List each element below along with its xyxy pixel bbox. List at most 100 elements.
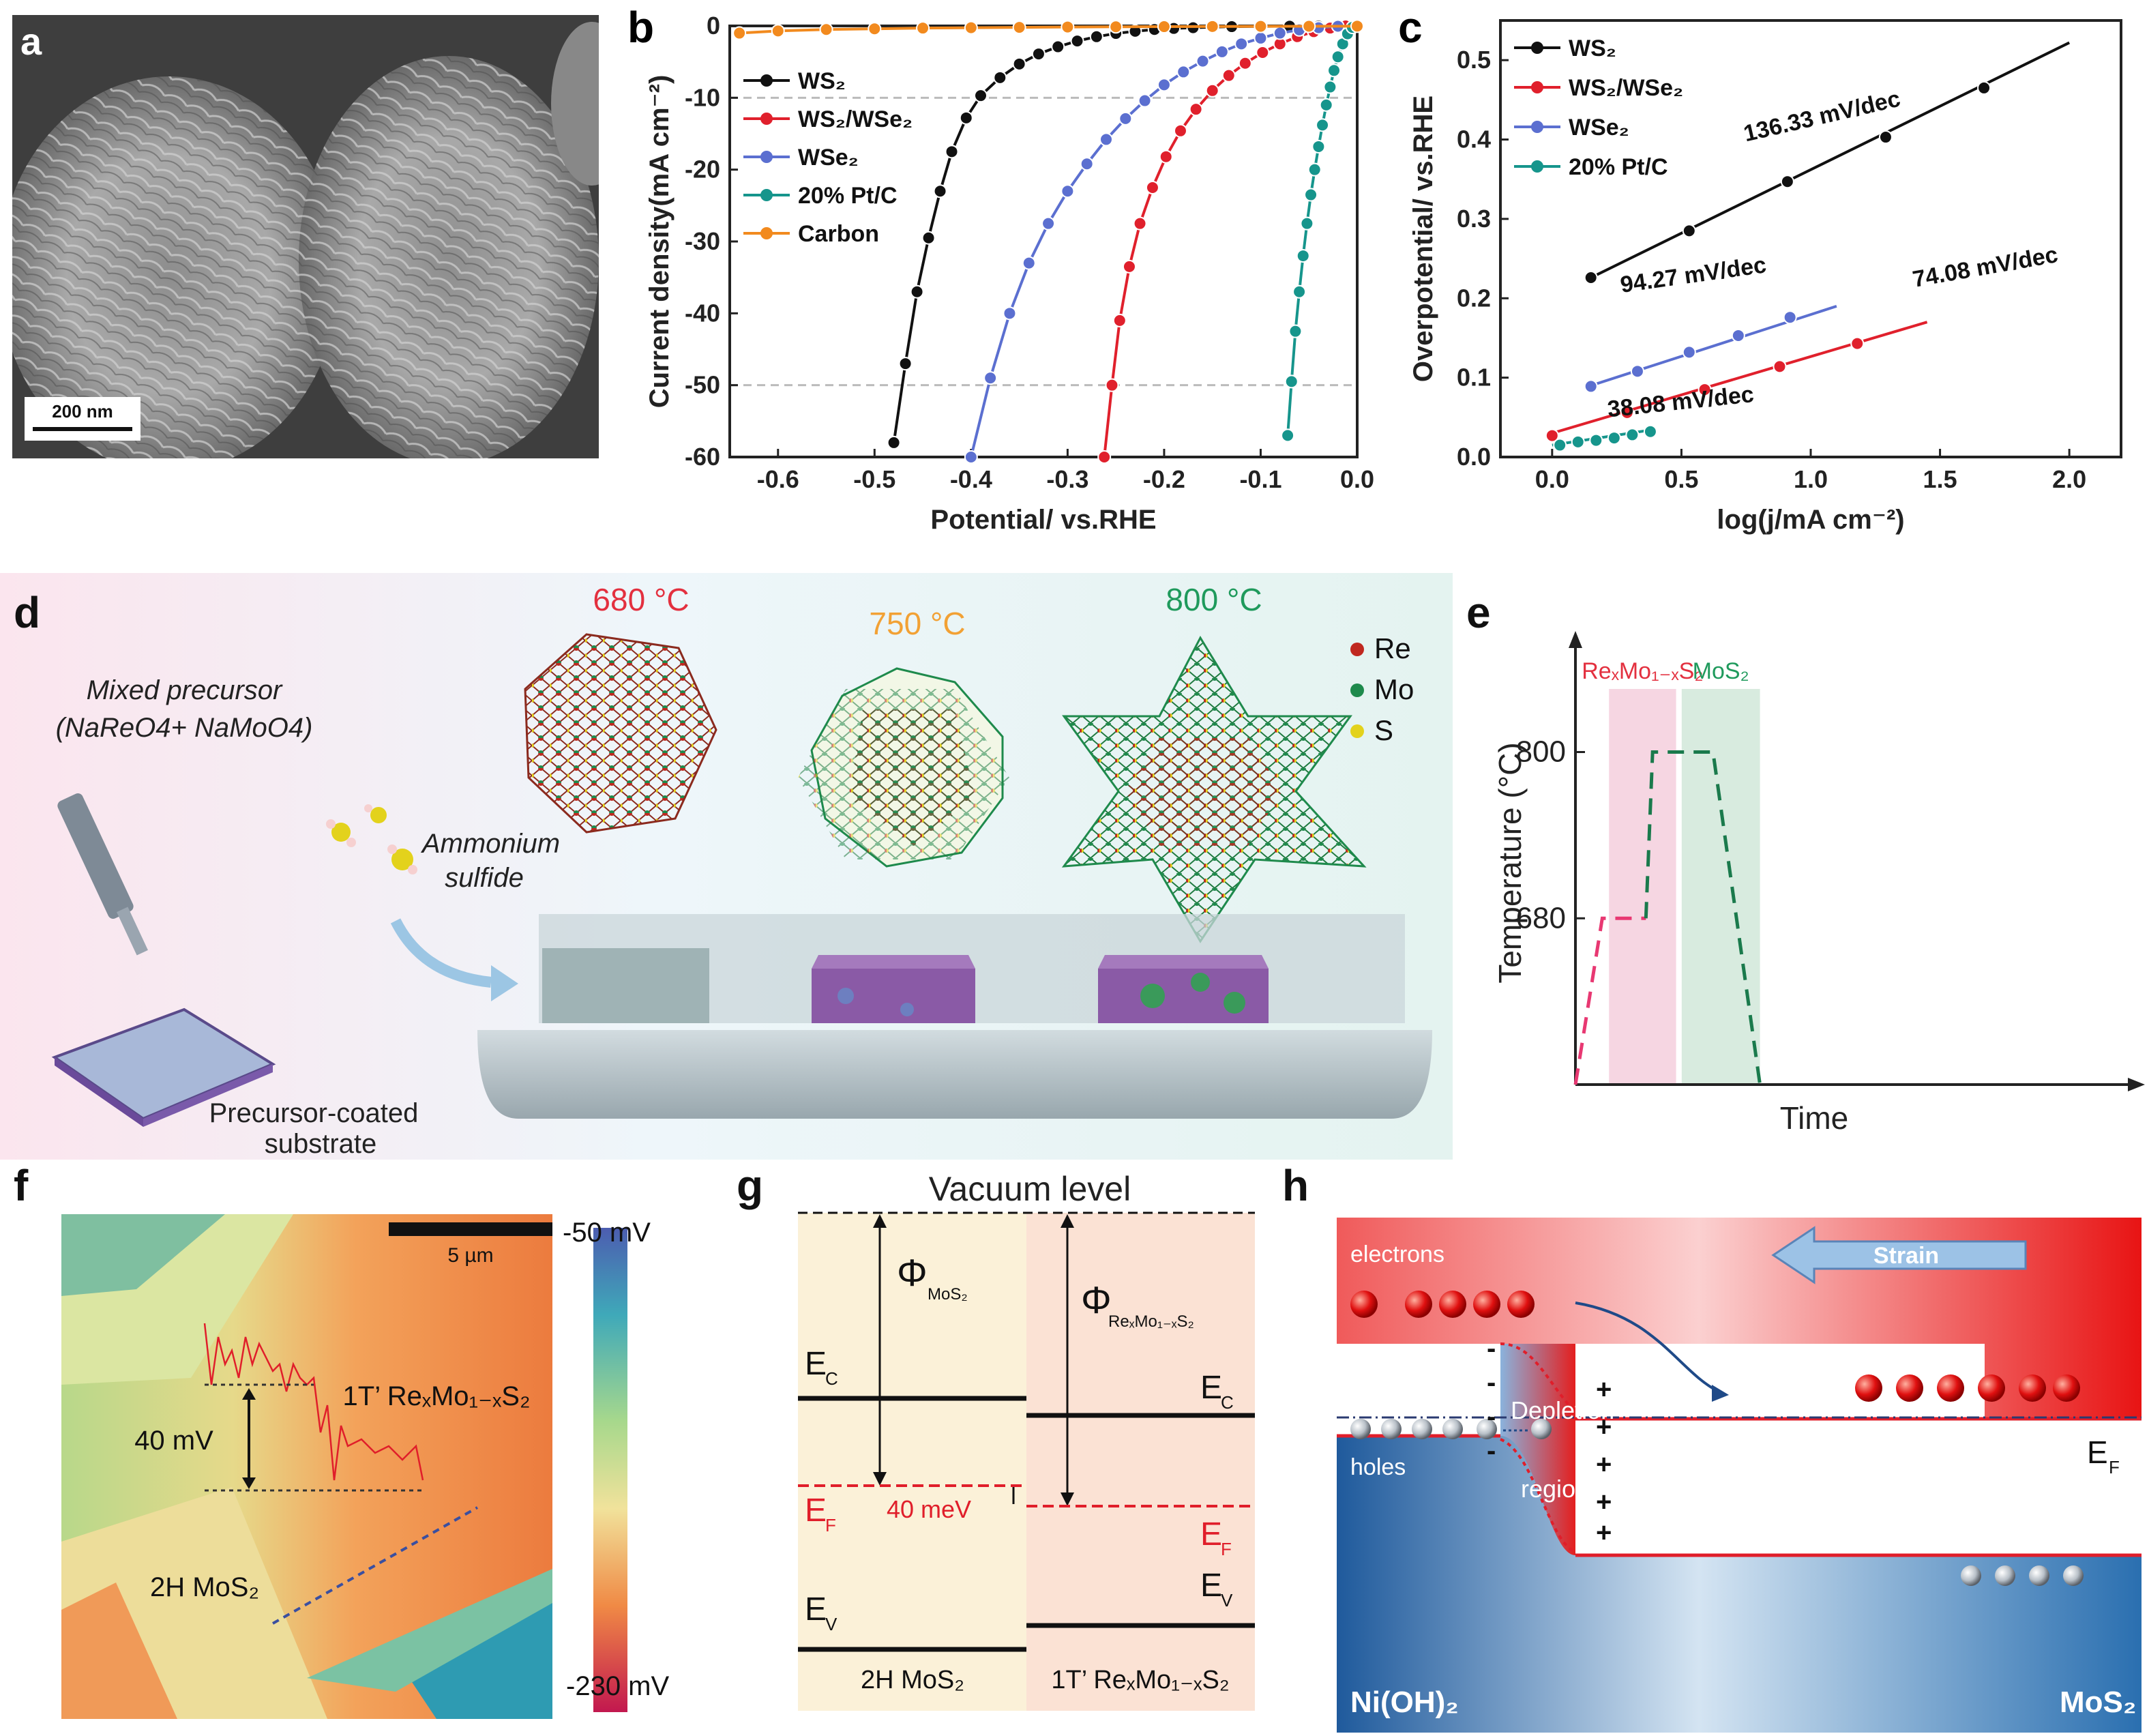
phase-band-0: [1609, 689, 1676, 1085]
ef-h-sub: F: [2109, 1457, 2120, 1477]
point-b-3-7: [1307, 162, 1322, 177]
legend-label-c-1: WS₂/WSe₂: [1569, 75, 1683, 101]
step-label: 40 mV: [134, 1426, 213, 1456]
temp-750: 750 °C: [869, 606, 965, 641]
point-b-2-4: [1041, 216, 1056, 231]
legend-label-b-1: WS₂/WSe₂: [798, 106, 913, 132]
point-b-3-12: [1327, 63, 1342, 78]
point-b-2-15: [1254, 31, 1268, 45]
scale-bar-a: [33, 427, 132, 431]
legend-label-c-2: WSe₂: [1569, 115, 1629, 141]
xtick-label-c-4: 2.0: [2052, 465, 2086, 493]
legend-dot-b-0: [760, 74, 773, 87]
ec-right-label: E: [1200, 1370, 1222, 1406]
legend-dot-b-2: [760, 151, 773, 163]
legend-label-b-3: 20% Pt/C: [798, 183, 898, 209]
point-b-2-0: [964, 450, 978, 464]
point-b-0-2: [910, 284, 924, 299]
strain-label: Strain: [1873, 1243, 1939, 1269]
panel-g-band: g Vacuum level Φ MoS₂ Φ ReₓMo₁₋ₓS₂ E C E…: [730, 1160, 1275, 1733]
ytick-label-b-3: -30: [685, 227, 720, 255]
heterojunction-diagram: h E F electrons holes Depletion region N…: [1282, 1161, 2141, 1733]
legend-dot-b-4: [760, 227, 773, 239]
point-b-3-10: [1319, 98, 1333, 112]
point-b-1-5: [1145, 181, 1159, 194]
left-material: 2H MoS₂: [861, 1666, 964, 1694]
point-b-4-12: [1302, 19, 1316, 33]
fit-line-c-2: [1590, 305, 1837, 387]
point-b-2-1: [983, 371, 998, 385]
y-arrow-e: [1569, 631, 1582, 648]
panel-label-c: c: [1398, 3, 1423, 52]
point-c-2-0: [1584, 379, 1598, 394]
point-b-4-10: [1205, 19, 1219, 33]
series-line-b-3: [1286, 26, 1354, 436]
point-c-3-3: [1607, 431, 1621, 445]
svg-text:+: +: [1596, 1487, 1612, 1517]
phase-band-1: [1681, 689, 1760, 1085]
ytick-label-b-6: -60: [685, 443, 720, 471]
point-c-3-5: [1643, 424, 1657, 439]
panel-b-lsv: b -0.6 -0.5 -0.4 -0.3 -0.2 -0.1 0.0 0 -10 -20 -30 -…: [614, 0, 1384, 546]
hole-balls: [1350, 1419, 2084, 1586]
legend-dot-c-0: [1531, 42, 1543, 54]
point-b-2-10: [1157, 78, 1171, 92]
line-profile: [203, 1323, 424, 1481]
ylabel-b: Current density(mA cm⁻²): [644, 75, 675, 409]
phi-re-sub: ReₓMo₁₋ₓS₂: [1108, 1312, 1194, 1331]
slope-label-c-1: 74.08 mV/dec: [1911, 241, 2060, 293]
precursor-line1: Mixed precursor: [87, 675, 283, 705]
point-b-4-5: [964, 20, 978, 35]
xtick-label-b-3: -0.3: [1046, 465, 1088, 493]
series-line-e-0: [1573, 916, 1646, 1085]
point-b-0-12: [1070, 34, 1084, 48]
fit-line-c-3: [1552, 428, 1656, 447]
temp-800: 800 °C: [1166, 582, 1262, 617]
phi-re: Φ: [1081, 1278, 1112, 1321]
point-b-4-7: [1061, 20, 1075, 34]
point-b-0-10: [1031, 47, 1046, 61]
xtick-label-b-6: 0.0: [1340, 465, 1374, 493]
temp-680: 680 °C: [593, 582, 689, 617]
phase-1t-label: 1T’ ReₓMo₁₋ₓS₂: [343, 1381, 531, 1411]
point-b-0-9: [1012, 57, 1026, 71]
ytick-label-b-1: -10: [685, 83, 720, 111]
legend-dot-c-3: [1531, 160, 1543, 173]
point-b-0-13: [1089, 29, 1103, 44]
point-b-2-2: [1003, 306, 1017, 321]
svg-text:+: +: [1596, 1374, 1612, 1404]
point-b-0-7: [974, 89, 988, 103]
series-line-b-1: [1103, 25, 1346, 458]
ytick-label-c-0: 0.0: [1457, 443, 1491, 471]
svg-text:-: -: [1487, 1402, 1496, 1432]
chart-b: b -0.6 -0.5 -0.4 -0.3 -0.2 -0.1 0.0 0 -10 -20 -30 -…: [627, 3, 1374, 535]
point-b-0-15: [1128, 24, 1142, 38]
panel-h-heterojunction: h E F electrons holes Depletion region N…: [1275, 1160, 2149, 1733]
panel-label-b: b: [627, 3, 654, 52]
point-b-3-3: [1292, 284, 1307, 299]
point-c-1-2: [1698, 383, 1712, 397]
substrate-line2: substrate: [265, 1129, 377, 1159]
point-b-1-6: [1159, 149, 1173, 164]
point-c-3-1: [1571, 435, 1585, 449]
point-b-3-11: [1323, 80, 1337, 94]
point-b-4-3: [868, 22, 882, 36]
legend-label-b-2: WSe₂: [798, 145, 859, 171]
ytick-label-c-1: 0.1: [1457, 364, 1491, 392]
ef-right-sub: F: [1221, 1539, 1232, 1559]
ytick-label-e-0: 800: [1516, 735, 1566, 769]
point-b-3-5: [1300, 216, 1314, 231]
point-b-4-6: [1012, 20, 1026, 35]
flake-680: [524, 633, 717, 834]
point-b-4-2: [819, 23, 833, 37]
panel-f-kpfm: f 5 µm 40 mV 1T’ ReₓMo₁₋ₓS₂ 2H MoS₂ -50 …: [0, 1160, 730, 1733]
chart-c: c 0.0 0.5 1.0 1.5 2.0 0.0 0.1 0.2 0.3 0.4 0.5 log(j…: [1398, 3, 2122, 535]
point-b-2-8: [1118, 111, 1133, 126]
point-b-1-1: [1105, 378, 1119, 392]
band-diagram: g Vacuum level Φ MoS₂ Φ ReₓMo₁₋ₓS₂ E C E…: [737, 1161, 1255, 1711]
ec-left-sub: C: [825, 1368, 838, 1389]
point-b-1-0: [1097, 450, 1112, 464]
point-b-3-13: [1331, 50, 1345, 64]
point-c-2-3: [1731, 328, 1745, 342]
